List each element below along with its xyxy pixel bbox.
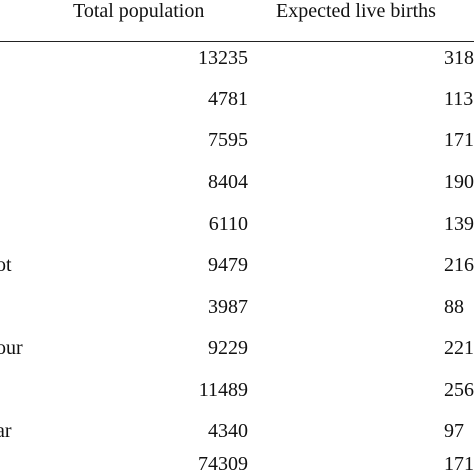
header-expected-live-births: Expected live births [276,0,436,22]
table-row: 8404 190 [0,169,474,195]
header-total-population: Total population [73,0,205,22]
population-cell: 4340 [208,420,248,442]
table-row: 11489 256 [0,377,474,403]
table-row: 4781 113 [0,86,474,112]
population-cell: 9479 [208,254,248,276]
table-row: ot 9479 216 [0,252,474,278]
population-cell: 7595 [208,129,248,151]
table-row: our 9229 221 [0,335,474,361]
table-row: 74309 1712 [0,451,474,474]
table-row: 3987 88 [0,294,474,320]
population-cell: 74309 [198,453,248,474]
births-cell: 88 [444,296,464,318]
table-row: ar 4340 97 [0,418,474,444]
table-row: 13235 318 [0,45,474,71]
population-cell: 3987 [208,296,248,318]
table-row: 7595 171 [0,127,474,153]
population-cell: 8404 [208,171,248,193]
births-cell: 113 [444,88,474,110]
row-label: our [0,337,23,359]
births-cell: 221 [444,337,474,359]
births-cell: 1712 [444,453,474,474]
births-cell: 318 [444,47,474,69]
table-row: 6110 139 [0,211,474,237]
births-cell: 97 [444,420,464,442]
population-cell: 4781 [208,88,248,110]
births-cell: 190 [444,171,474,193]
births-cell: 216 [444,254,474,276]
population-cell: 6110 [208,213,248,235]
header-rule [0,41,474,42]
row-label: ar [0,420,12,442]
population-cell: 11489 [198,379,248,401]
population-cell: 9229 [208,337,248,359]
births-cell: 256 [444,379,474,401]
row-label: ot [0,254,12,276]
population-cell: 13235 [198,47,248,69]
births-cell: 171 [444,129,474,151]
births-cell: 139 [444,213,474,235]
